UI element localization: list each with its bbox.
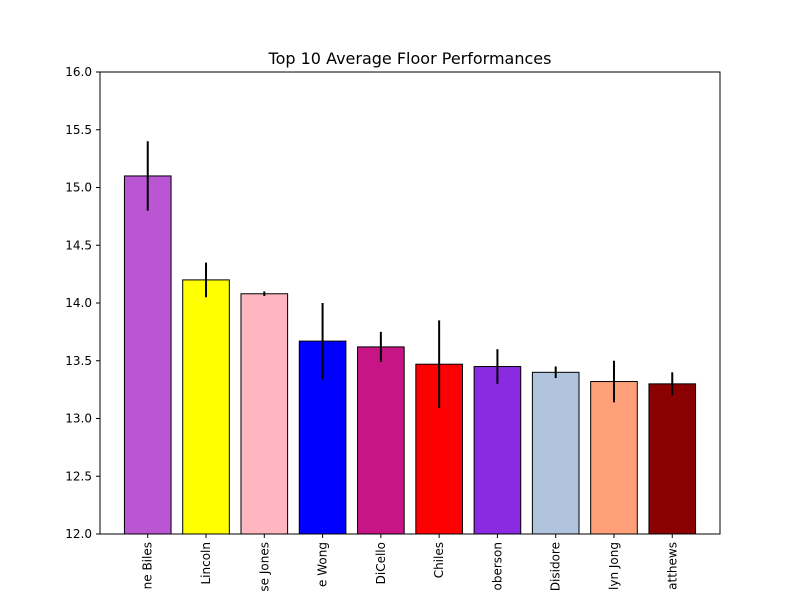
bar-7 bbox=[531, 371, 580, 535]
y-tick-label-2: 13.0 bbox=[65, 412, 92, 426]
x-tick-label-2: se Jones bbox=[257, 542, 271, 592]
x-tick-label-5: Chiles bbox=[432, 542, 446, 578]
y-tick-label-6: 15.0 bbox=[65, 181, 92, 195]
x-tick-label-4: DiCello bbox=[374, 542, 388, 584]
bar-1 bbox=[182, 279, 230, 535]
y-tick-label-0: 12.0 bbox=[65, 527, 92, 541]
x-axis: ne Biles Lincoln se Jones e Wong DiCello Chil… bbox=[141, 534, 679, 592]
x-tick-label-0: ne Biles bbox=[141, 542, 155, 589]
bar-4 bbox=[357, 346, 405, 535]
x-tick-label-7: Disidore bbox=[549, 542, 563, 591]
y-tick-label-7: 15.5 bbox=[65, 123, 92, 137]
x-tick-label-9: atthews bbox=[665, 542, 679, 590]
y-tick-label-5: 14.5 bbox=[65, 238, 92, 252]
x-tick-label-1: Lincoln bbox=[199, 542, 213, 585]
y-tick-label-1: 12.5 bbox=[65, 469, 92, 483]
bar-8 bbox=[590, 381, 638, 535]
x-tick-label-6: oberson bbox=[490, 542, 504, 590]
x-tick-label-3: e Wong bbox=[316, 542, 330, 587]
bar-9 bbox=[648, 383, 697, 535]
y-axis: 12.0 12.5 13.0 13.5 14.0 14.5 15.0 15.5 16.0 bbox=[65, 65, 100, 541]
bars-group bbox=[123, 175, 697, 535]
bar-0 bbox=[123, 175, 172, 535]
errorbars-group bbox=[146, 141, 674, 409]
chart-title: Top 10 Average Floor Performances bbox=[268, 49, 552, 68]
bar-2 bbox=[240, 293, 289, 535]
y-tick-label-3: 13.5 bbox=[65, 354, 92, 368]
y-tick-label-8: 16.0 bbox=[65, 65, 92, 79]
bar-6 bbox=[473, 366, 522, 535]
y-tick-label-4: 14.0 bbox=[65, 296, 92, 310]
x-tick-label-8: lyn Jong bbox=[607, 542, 621, 590]
